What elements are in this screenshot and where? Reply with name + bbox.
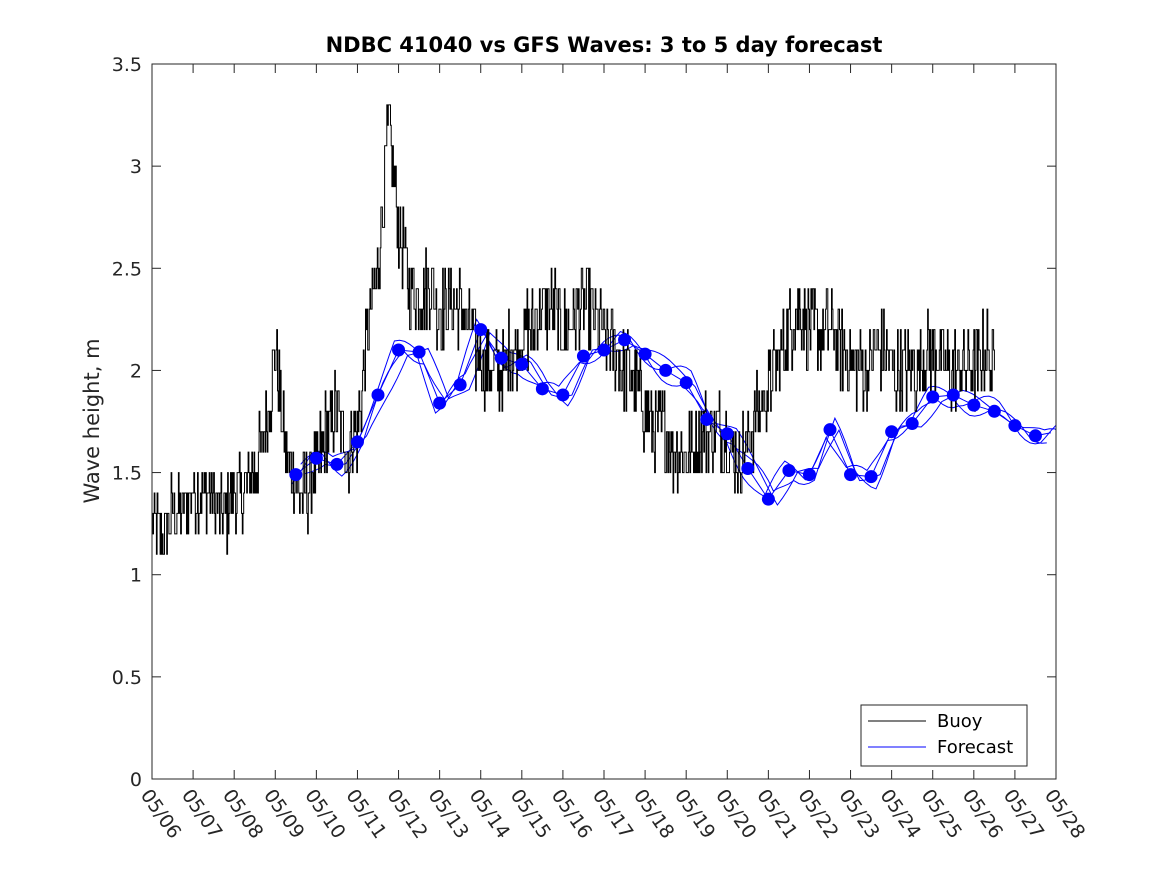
forecast-marker xyxy=(946,388,960,402)
legend-forecast-label: Forecast xyxy=(937,737,1013,758)
forecast-marker xyxy=(905,417,919,431)
forecast-marker xyxy=(494,351,508,365)
forecast-marker xyxy=(474,323,488,337)
forecast-marker xyxy=(823,423,837,437)
y-tick-label: 1 xyxy=(130,565,142,587)
y-tick-label: 3.5 xyxy=(112,54,142,76)
forecast-marker xyxy=(309,451,323,465)
forecast-marker xyxy=(556,388,570,402)
forecast-marker xyxy=(1028,429,1042,443)
forecast-marker xyxy=(535,382,549,396)
y-axis: 0 0.5 1 1.5 2 2.5 3 3.5 xyxy=(112,54,1056,791)
y-tick-label: 1.5 xyxy=(112,463,142,485)
chart-title: NDBC 41040 vs GFS Waves: 3 to 5 day fore… xyxy=(326,33,883,57)
forecast-marker xyxy=(412,345,426,359)
forecast-marker xyxy=(864,470,878,484)
forecast-marker xyxy=(720,427,734,441)
forecast-marker xyxy=(453,378,467,392)
forecast-marker xyxy=(433,396,447,410)
buoy-series-line xyxy=(152,104,995,555)
forecast-marker xyxy=(289,468,303,482)
y-tick-label: 0.5 xyxy=(112,667,142,689)
forecast-series-line xyxy=(295,328,1052,500)
forecast-marker xyxy=(761,492,775,506)
forecast-marker xyxy=(638,347,652,361)
y-tick-label: 2 xyxy=(130,360,142,382)
forecast-series-line xyxy=(300,334,1057,492)
forecast-marker xyxy=(802,468,816,482)
forecast-marker xyxy=(371,388,385,402)
y-tick-label: 3 xyxy=(130,156,142,178)
legend-buoy-label: Buoy xyxy=(937,711,983,732)
forecast-marker xyxy=(782,464,796,478)
forecast-marker xyxy=(844,468,858,482)
forecast-marker xyxy=(700,412,714,426)
y-axis-label: Wave height, m xyxy=(80,338,104,503)
forecast-markers xyxy=(289,323,1042,506)
legend-box xyxy=(860,704,1028,767)
forecast-marker xyxy=(926,390,940,404)
y-tick-label: 2.5 xyxy=(112,258,142,280)
forecast-marker xyxy=(515,357,529,371)
forecast-marker xyxy=(659,363,673,377)
forecast-marker xyxy=(576,349,590,363)
forecast-marker xyxy=(679,376,693,390)
forecast-marker xyxy=(1008,419,1022,433)
buoy-line xyxy=(152,104,995,555)
legend: Buoy Forecast xyxy=(860,704,1028,767)
forecast-marker xyxy=(967,398,981,412)
forecast-series-line xyxy=(304,331,1057,506)
forecast-marker xyxy=(741,461,755,475)
plot-area xyxy=(152,64,1056,779)
forecast-marker xyxy=(330,457,344,471)
forecast-marker xyxy=(392,343,406,357)
forecast-marker xyxy=(987,404,1001,418)
forecast-marker xyxy=(597,343,611,357)
forecast-marker xyxy=(885,425,899,439)
y-tick-label: 0 xyxy=(130,769,142,791)
forecast-marker xyxy=(350,435,364,449)
forecast-marker xyxy=(618,333,632,347)
